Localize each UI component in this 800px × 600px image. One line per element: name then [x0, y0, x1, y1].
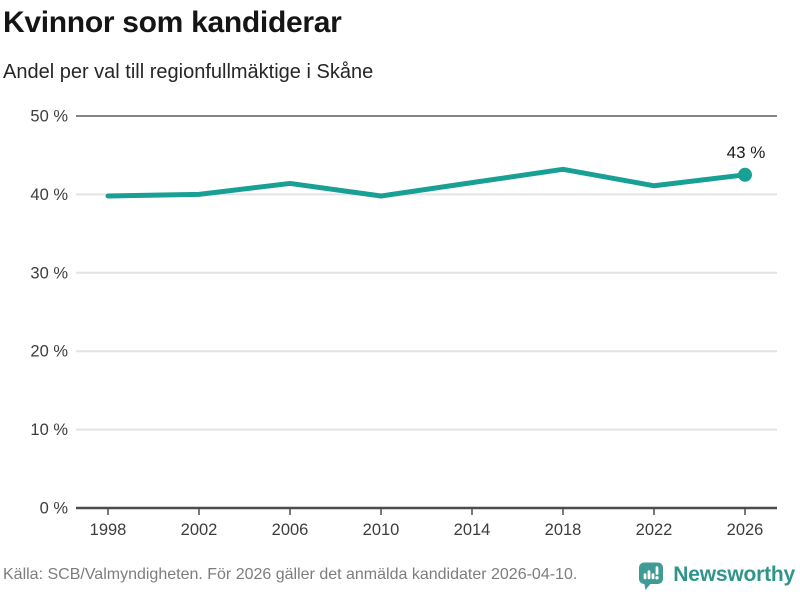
y-tick-label: 0 %: [40, 500, 69, 518]
x-tick-label: 2010: [363, 521, 400, 539]
footer: Källa: SCB/Valmyndigheten. För 2026 gäll…: [0, 556, 800, 600]
y-tick-label: 40 %: [30, 186, 68, 204]
newsworthy-wordmark: Newsworthy: [673, 563, 795, 586]
data-line: [105, 166, 748, 199]
chart-subtitle: Andel per val till regionfullmäktige i S…: [3, 61, 374, 83]
y-tick-label: 20 %: [30, 343, 68, 361]
x-tick-label: 1998: [90, 521, 127, 539]
x-tick-label: 2006: [272, 521, 309, 539]
y-tick-label: 10 %: [30, 421, 68, 439]
chart-title: Kvinnor som kandiderar: [3, 6, 342, 39]
x-tick-label: 2018: [545, 521, 582, 539]
end-value-label: 43 %: [726, 143, 766, 162]
data-point-end: [738, 167, 752, 182]
x-tick-label: 2026: [727, 521, 764, 539]
y-tick-label: 50 %: [30, 108, 68, 126]
line-chart-canvas: 0 % 10 % 20 % 30 % 40 % 50 % 1998 2002 2006 2010 2…: [30, 108, 777, 539]
x-tick-label: 2022: [636, 521, 673, 539]
newsworthy-logo-icon: [639, 562, 664, 590]
newsworthy-brand: Newsworthy: [636, 560, 795, 591]
x-tick-label: 2002: [181, 521, 218, 539]
source-note: Källa: SCB/Valmyndigheten. För 2026 gäll…: [3, 566, 578, 583]
y-tick-label: 30 %: [30, 264, 68, 282]
x-tick-label: 2014: [454, 521, 491, 539]
